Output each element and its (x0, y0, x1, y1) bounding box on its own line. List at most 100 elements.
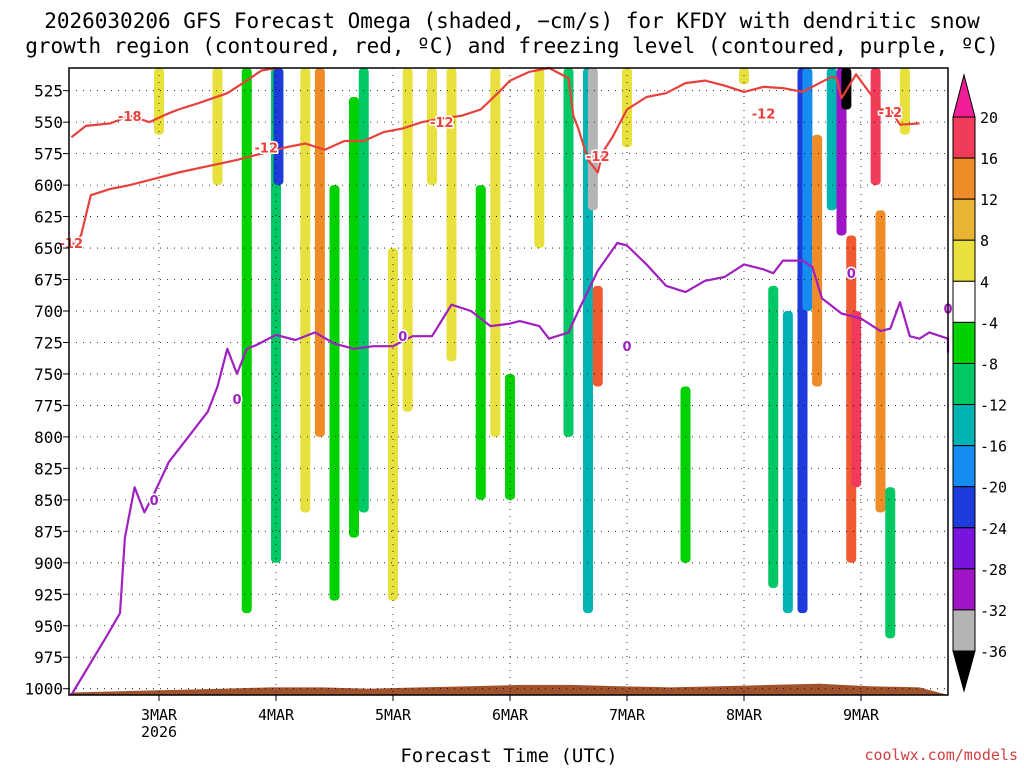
colorbar-bottom-triangle (952, 650, 976, 693)
colorbar-segment-1 (952, 157, 976, 200)
xtick-label-2: 5MAR (375, 706, 412, 724)
colorbar-label-12: -32 (980, 602, 1007, 620)
omega-band-6 (314, 68, 325, 437)
colorbar-segment-11 (952, 568, 976, 611)
omega-band-30 (826, 68, 837, 211)
colorbar-label-1: 16 (980, 150, 998, 168)
ytick-label-625: 625 (34, 208, 63, 227)
contour-label-2: -12 (430, 116, 454, 131)
ytick-label-900: 900 (34, 554, 63, 573)
omega-band-34 (851, 310, 862, 488)
credit-text: coolwx.com/models (864, 746, 1018, 764)
ytick-label-825: 825 (34, 459, 63, 478)
omega-band-26 (782, 310, 793, 614)
omega-band-1 (212, 68, 223, 186)
contour-label-3: -12 (586, 150, 610, 165)
ytick-label-800: 800 (34, 428, 63, 447)
ytick-label-525: 525 (34, 82, 63, 101)
omega-band-10 (388, 248, 398, 601)
omega-band-5 (300, 68, 311, 513)
colorbar-label-11: -28 (980, 561, 1007, 579)
ytick-label-850: 850 (34, 491, 63, 510)
contour-label-9: 0 (398, 330, 407, 345)
xtick-label-5: 8MAR (726, 706, 763, 724)
ytick-label-575: 575 (34, 145, 63, 164)
colorbar-top-triangle (952, 73, 976, 118)
omega-band-35 (870, 68, 881, 186)
omega-band-23 (680, 386, 691, 563)
omega-band-11 (402, 68, 413, 412)
colorbar-label-10: -24 (980, 520, 1007, 538)
colorbar-segment-5 (952, 321, 976, 364)
omega-band-13 (446, 68, 457, 362)
omega-shading (154, 68, 910, 639)
ytick-label-925: 925 (34, 585, 63, 604)
contour-label-8: 0 (232, 393, 241, 408)
omega-band-3 (271, 68, 281, 563)
ytick-label-750: 750 (34, 365, 63, 384)
xtick-label-4: 7MAR (609, 706, 646, 724)
colorbar-segment-8 (952, 445, 976, 488)
omega-band-37 (885, 487, 896, 639)
omega-band-24 (739, 68, 749, 85)
plot-frame (68, 67, 949, 696)
xtick-label-1: 4MAR (258, 706, 295, 724)
colorbar-label-13: -36 (980, 643, 1007, 661)
omega-band-2 (241, 68, 252, 614)
colorbar-segment-0 (952, 116, 976, 159)
contour-line-3 (70, 241, 950, 696)
contour-label-5: -12 (879, 106, 903, 121)
ytick-label-1000: 1000 (24, 680, 63, 699)
contour-label-1: -12 (255, 141, 279, 156)
colorbar-segment-10 (952, 527, 976, 570)
colorbar-segment-3 (952, 239, 976, 282)
ytick-label-775: 775 (34, 396, 63, 415)
omega-band-15 (490, 68, 501, 437)
colorbar-label-0: 20 (980, 109, 998, 127)
colorbar-label-7: -12 (980, 397, 1007, 415)
omega-band-17 (534, 68, 545, 249)
xtick-label-6: 9MAR (843, 706, 880, 724)
colorbar-segment-6 (952, 362, 976, 406)
ytick-label-675: 675 (34, 271, 63, 290)
omega-band-25 (768, 285, 779, 588)
contour-label-6: -12 (60, 237, 84, 252)
omega-band-20 (587, 68, 598, 211)
omega-band-22 (622, 68, 632, 148)
omega-band-31 (836, 68, 847, 236)
omega-band-14 (475, 185, 486, 500)
omega-band-7 (329, 185, 340, 601)
colorbar-label-4: 4 (980, 273, 989, 291)
colorbar-segment-4 (952, 280, 976, 323)
contour-line-1 (178, 66, 277, 111)
ytick-label-600: 600 (34, 176, 63, 195)
ytick-label-975: 975 (34, 648, 63, 667)
colorbar-label-5: -4 (980, 314, 998, 332)
colorbar-segment-2 (952, 198, 976, 241)
colorbar-segment-12 (952, 609, 976, 652)
terrain-fill (69, 683, 948, 695)
colorbar-label-8: -16 (980, 438, 1007, 456)
ytick-label-725: 725 (34, 333, 63, 352)
ytick-label-550: 550 (34, 113, 63, 132)
colorbar: 20 16 12 8 4 -4 -8 -12 -16 -20 -24 -28 -32 -36 (952, 73, 1007, 693)
chart-title-line-1: 2026030206 GFS Forecast Omega (shaded, −… (44, 9, 980, 33)
omega-band-28 (802, 68, 813, 311)
contour-line-2 (70, 66, 920, 247)
ytick-label-875: 875 (34, 522, 63, 541)
xtick-label-3: 6MAR (492, 706, 529, 724)
xtick-label-0: 3MAR (141, 706, 178, 724)
colorbar-label-9: -20 (980, 479, 1007, 497)
x-axis-title: Forecast Time (UTC) (400, 745, 617, 767)
ground-surface (69, 683, 948, 695)
omega-band-8 (349, 96, 359, 538)
contour-label-11: 0 (847, 267, 856, 282)
omega-band-21 (592, 285, 603, 387)
contour-label-7: 0 (150, 494, 159, 509)
xtick-label-0-year: 2026 (141, 723, 177, 741)
ytick-label-700: 700 (34, 302, 63, 321)
omega-band-4 (273, 68, 284, 186)
